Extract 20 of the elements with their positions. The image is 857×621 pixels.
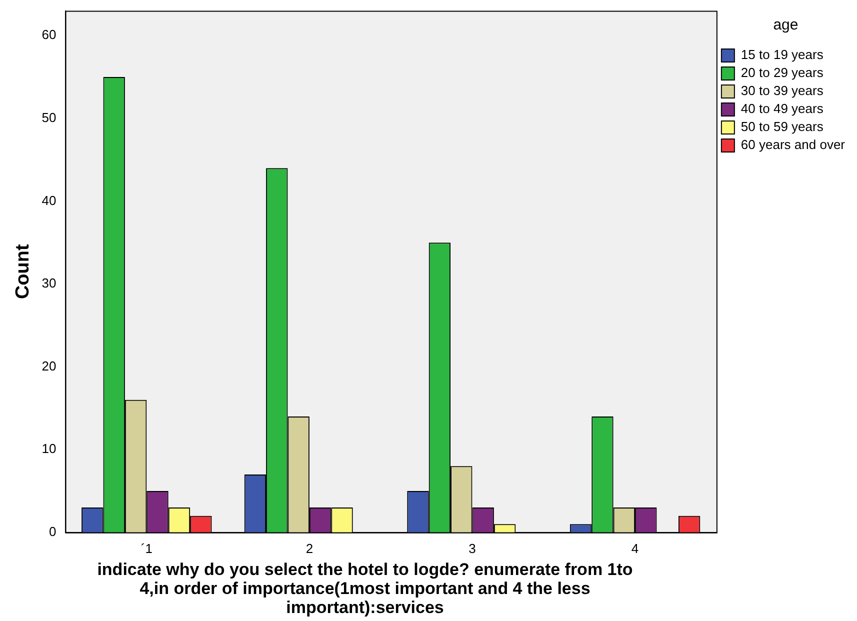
legend-label: 15 to 19 years	[740, 47, 824, 62]
x-tick-label: 3	[468, 540, 476, 556]
legend-title: age	[773, 16, 798, 34]
legend-label: 40 to 49 years	[740, 101, 824, 116]
x-axis-title: indicate why do you select the hotel to logde? enumerate from 1to 4,in order of importance(1most important and 4 the less important):services	[96, 560, 634, 617]
x-tick-label: ´1	[140, 540, 152, 556]
legend-label: 20 to 29 years	[740, 65, 824, 80]
legend-label: 50 to 59 years	[740, 119, 824, 134]
y-axis-title: Count	[12, 244, 34, 300]
y-tick-label: 40	[42, 192, 56, 208]
legend-label: 30 to 39 years	[740, 83, 824, 98]
x-tick-label: 2	[306, 540, 314, 556]
y-tick-label: 50	[42, 110, 56, 126]
y-tick-label: 0	[49, 524, 56, 539]
y-tick-label: 20	[42, 358, 56, 374]
legend-label: 60 years and over	[740, 137, 846, 152]
y-tick-label: 30	[42, 276, 56, 291]
y-tick-label: 10	[42, 441, 56, 456]
x-tick-label: 4	[631, 540, 639, 556]
y-tick-label: 60	[42, 27, 56, 42]
